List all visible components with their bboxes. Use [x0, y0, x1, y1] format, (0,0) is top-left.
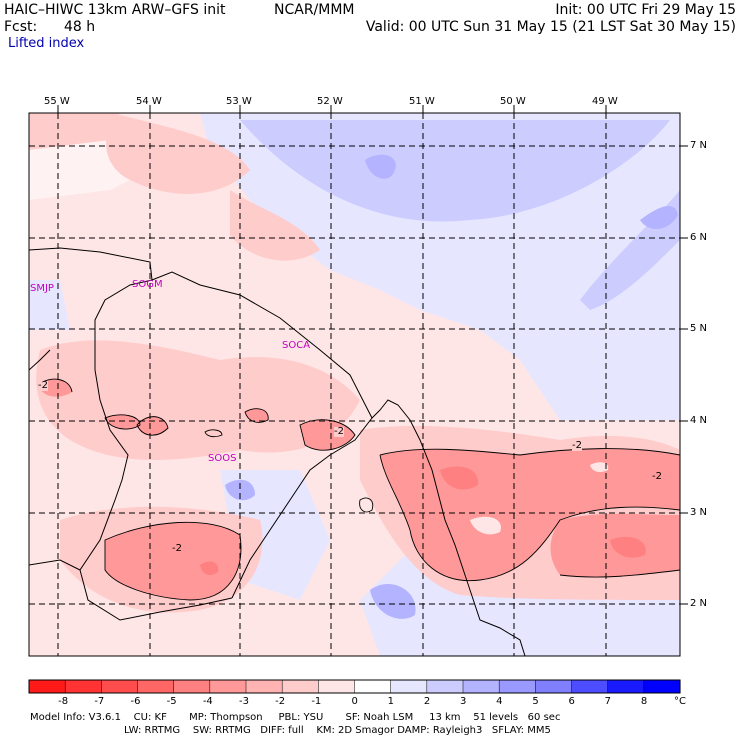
station-soos: SOOS	[208, 453, 237, 464]
station-soca: SOCA	[282, 340, 311, 351]
lat-label-4n: 4 N	[690, 415, 708, 426]
colorbar-tick-label: 6	[568, 696, 575, 707]
colorbar-cell	[137, 679, 175, 694]
colorbar-cell	[498, 679, 536, 694]
colorbar-tick-label: 8	[640, 696, 648, 707]
lon-label-49w: 49 W	[592, 96, 618, 107]
axis-ticks	[57, 105, 688, 605]
contour-label: -2	[334, 426, 344, 437]
colorbar-tick-label: 1	[387, 696, 395, 707]
forecast-label: Fcst:	[4, 19, 38, 35]
lon-label-50w: 50 W	[500, 96, 526, 107]
colorbar-cell	[571, 679, 609, 694]
model-title: HAIC–HIWC 13km ARW–GFS init	[4, 2, 226, 18]
lon-label-53w: 53 W	[226, 96, 252, 107]
colorbar-tick-label: -7	[94, 696, 105, 707]
valid-time: Valid: 00 UTC Sun 31 May 15 (21 LST Sat …	[365, 19, 736, 35]
contour-label: -2	[172, 543, 182, 554]
colorbar-cell	[245, 679, 283, 694]
colorbar-tick-label: 5	[532, 696, 539, 707]
colorbar-cell	[354, 679, 392, 694]
lat-label-2n: 2 N	[690, 598, 708, 609]
lon-label-52w: 52 W	[317, 96, 343, 107]
lat-label-6n: 6 N	[690, 232, 708, 243]
lon-label-55w: 55 W	[44, 96, 70, 107]
colorbar-tick-label: -8	[58, 696, 69, 707]
colorbar-cell	[28, 679, 66, 694]
model-info-line-2: LW: RRTMG SW: RRTMG DIFF: full KM: 2D Sm…	[124, 725, 551, 736]
colorbar-cell	[173, 679, 211, 694]
colorbar-cell	[209, 679, 247, 694]
contour-lines	[37, 378, 680, 601]
station-sogm: SOGM	[132, 279, 163, 290]
contour-label: -2	[38, 380, 48, 391]
colorbar-tick-label: 3	[460, 696, 467, 707]
colorbar-tick-label: -5	[166, 696, 177, 707]
colorbar-cell	[390, 679, 428, 694]
model-info-line-1: Model Info: V3.6.1 CU: KF MP: Thompson P…	[30, 712, 561, 723]
lon-label-54w: 54 W	[136, 96, 162, 107]
colorbar-tick-label: -3	[239, 696, 249, 707]
colorbar-cells	[28, 679, 681, 694]
forecast-hours: 48 h	[64, 19, 96, 35]
lat-label-5n: 5 N	[690, 323, 708, 334]
colorbar-tick-label: 2	[423, 696, 431, 707]
contour-label: -2	[572, 440, 582, 451]
colorbar-tick-label: -1	[311, 696, 322, 707]
map-frame	[28, 112, 681, 657]
colorbar-cell	[607, 679, 645, 694]
contour-label: -2	[652, 471, 662, 482]
coastlines-borders	[29, 247, 526, 656]
lat-label-7n: 7 N	[690, 140, 708, 151]
colorbar-cell	[318, 679, 356, 694]
colorbar-cell	[535, 679, 573, 694]
colorbar-cell	[101, 679, 139, 694]
field-name: Lifted index	[8, 36, 85, 51]
colorbar-cell	[281, 679, 319, 694]
colorbar-cell	[643, 679, 681, 694]
center-label: NCAR/MMM	[274, 2, 355, 18]
lat-lon-grid	[29, 113, 680, 656]
colorbar-cell	[426, 679, 464, 694]
colorbar-unit: °C	[674, 696, 686, 707]
shaded-field	[29, 113, 680, 656]
colorbar-tick-label: 7	[604, 696, 612, 707]
init-time: Init: 00 UTC Fri 29 May 15	[555, 2, 736, 18]
station-smjp: SMJP	[30, 283, 54, 294]
lon-label-51w: 51 W	[409, 96, 435, 107]
colorbar-cell	[462, 679, 500, 694]
colorbar-cell	[64, 679, 102, 694]
colorbar-tick-label: -2	[275, 696, 286, 707]
colorbar-tick-label: 0	[351, 696, 358, 707]
colorbar-tick-label: 4	[496, 696, 503, 707]
lat-label-3n: 3 N	[690, 507, 708, 518]
colorbar-tick-label: -6	[130, 696, 141, 707]
colorbar-tick-label: -4	[202, 696, 213, 707]
